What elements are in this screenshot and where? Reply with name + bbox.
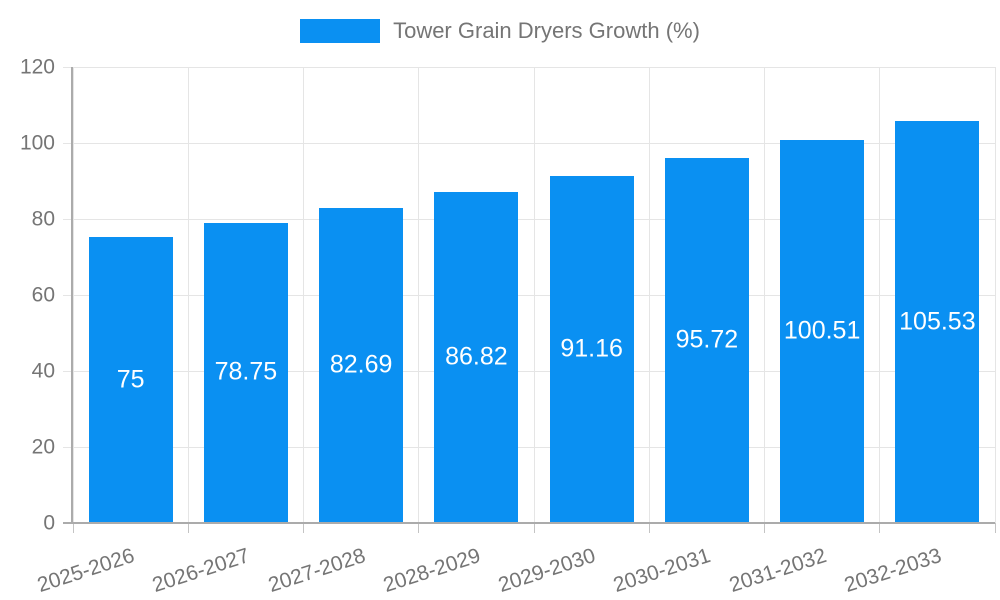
bar: 86.82 bbox=[434, 192, 519, 522]
bar-value-label: 75 bbox=[116, 365, 145, 393]
bar-value-label: 91.16 bbox=[560, 334, 623, 363]
x-axis-tick-mark bbox=[303, 523, 304, 533]
gridline-horizontal bbox=[63, 294, 995, 296]
bar-value-label: 105.53 bbox=[899, 307, 976, 335]
gridline-vertical bbox=[187, 67, 189, 523]
x-axis-tick-label: 2028-2029 bbox=[380, 544, 484, 597]
y-axis-tick-label: 20 bbox=[31, 435, 55, 459]
bar: 95.72 bbox=[664, 158, 749, 522]
legend[interactable]: Tower Grain Dryers Growth (%) bbox=[0, 19, 1000, 43]
y-axis-tick-label: 60 bbox=[31, 283, 55, 307]
legend-label: Tower Grain Dryers Growth (%) bbox=[393, 18, 700, 43]
x-axis-tick-mark bbox=[418, 523, 420, 533]
bar: 100.51 bbox=[780, 140, 865, 522]
x-axis-tick-label: 2030-2031 bbox=[611, 544, 714, 597]
bar: 75 bbox=[88, 237, 173, 522]
bar-value-label: 100.51 bbox=[783, 316, 861, 345]
y-axis-tick-label: 0 bbox=[43, 511, 55, 535]
y-axis-line bbox=[71, 67, 73, 523]
y-axis-tick-label: 80 bbox=[31, 207, 55, 231]
x-axis-tick-label: 2026-2027 bbox=[150, 544, 253, 597]
x-axis-tick-label: 2031-2032 bbox=[726, 544, 829, 597]
gridline-vertical bbox=[994, 67, 996, 523]
plot-area: 0 20 40 60 80 100 120 75 78.75 82.69 86.82 91.16 95.… bbox=[20, 57, 996, 597]
x-axis-tick-mark bbox=[72, 523, 74, 533]
x-axis-tick-mark bbox=[648, 523, 650, 533]
x-axis-tick-label: 2032-2033 bbox=[841, 544, 945, 597]
gridline-vertical bbox=[648, 67, 650, 523]
y-axis-tick-label: 100 bbox=[19, 131, 55, 155]
gridline-horizontal bbox=[63, 446, 995, 448]
y-axis-tick-label: 40 bbox=[31, 359, 55, 383]
gridline-horizontal bbox=[63, 218, 995, 220]
gridline-vertical bbox=[303, 67, 304, 523]
y-axis-tick-label: 120 bbox=[19, 55, 55, 79]
bar-value-label: 86.82 bbox=[445, 342, 508, 371]
x-axis-line bbox=[63, 522, 995, 524]
bar: 105.53 bbox=[895, 121, 980, 522]
x-axis-tick-label: 2027-2028 bbox=[265, 544, 368, 597]
x-axis-tick-mark bbox=[764, 523, 765, 533]
gridline-vertical bbox=[72, 67, 74, 523]
bar: 91.16 bbox=[549, 175, 634, 522]
bar-value-label: 95.72 bbox=[675, 325, 739, 354]
x-axis-tick-label: 2025-2026 bbox=[34, 544, 138, 597]
bar: 78.75 bbox=[203, 222, 288, 522]
bar-value-label: 78.75 bbox=[214, 357, 278, 386]
x-axis-tick-mark bbox=[994, 523, 996, 533]
gridline-horizontal bbox=[63, 66, 995, 68]
legend-swatch bbox=[300, 19, 381, 43]
x-axis-tick-mark bbox=[879, 523, 881, 533]
gridline-vertical bbox=[533, 67, 535, 523]
x-axis-tick-mark bbox=[187, 523, 189, 533]
bar: 82.69 bbox=[319, 207, 404, 522]
gridline-vertical bbox=[764, 67, 765, 523]
gridline-horizontal bbox=[63, 370, 995, 372]
bar-value-label: 82.69 bbox=[329, 350, 393, 379]
x-axis-tick-label: 2029-2030 bbox=[495, 544, 599, 597]
gridline-vertical bbox=[418, 67, 420, 523]
gridline-horizontal bbox=[63, 142, 995, 144]
x-axis-tick-mark bbox=[533, 523, 535, 533]
gridline-vertical bbox=[879, 67, 881, 523]
